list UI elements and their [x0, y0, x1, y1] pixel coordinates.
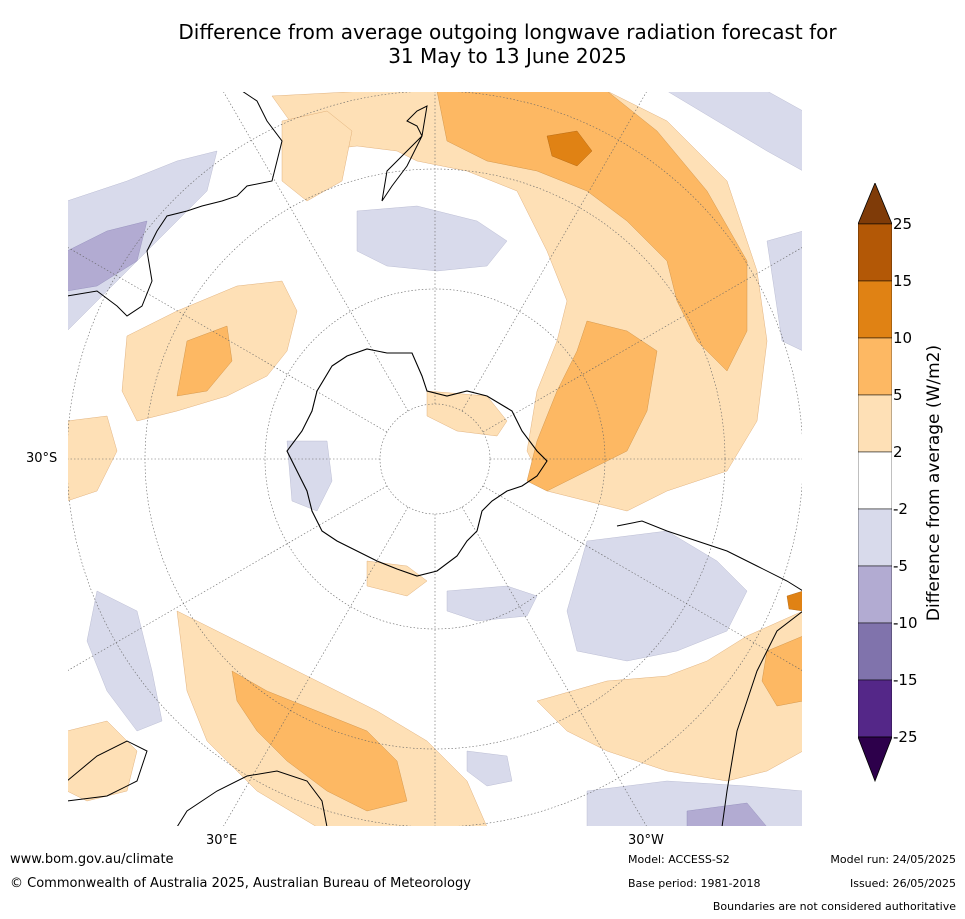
colorbar-swatch-m10-m15	[857, 622, 893, 681]
colorbar-swatch-m2-m5	[857, 508, 893, 567]
lon-label-30w: 30°W	[628, 833, 664, 848]
colorbar-swatch-5-10	[857, 337, 893, 396]
lon-label-30e: 30°E	[206, 833, 238, 848]
footer-base-period: Base period: 1981-2018	[628, 877, 761, 890]
south-america-outline	[616, 520, 803, 827]
title-line-1: Difference from average outgoing longwav…	[178, 20, 837, 44]
footer-disclaimer: Boundaries are not considered authoritat…	[712, 900, 956, 913]
africa-outline	[176, 770, 328, 827]
lat-label-30s: 30°S	[26, 451, 58, 466]
anomaly-10-15	[546, 130, 803, 612]
colorbar-tick-m25: -25	[893, 728, 918, 746]
colorbar-tick-m15: -15	[893, 671, 918, 689]
colorbar-tick-25: 25	[893, 215, 913, 233]
anomaly-m5-m10	[67, 220, 768, 827]
colorbar-swatch-neutral	[857, 451, 893, 510]
longitude-lines	[67, 91, 803, 827]
colorbar-tick-5: 5	[893, 386, 903, 404]
new-zealand-outline	[381, 105, 428, 202]
colorbar-tick-m2: -2	[893, 500, 908, 518]
anomaly-5-10	[176, 91, 803, 812]
colorbar-swatch-2-5	[857, 394, 893, 453]
colorbar-tick-2: 2	[893, 443, 903, 461]
colorbar-swatch-m15-m25	[857, 679, 893, 738]
colorbar-swatch-15-25	[857, 223, 893, 282]
colorbar-svg	[857, 181, 893, 783]
footer-model: Model: ACCESS-S2	[628, 853, 730, 866]
map-svg	[67, 91, 803, 827]
colorbar-tick-m10: -10	[893, 614, 918, 632]
footer-issued: Issued: 26/05/2025	[849, 877, 956, 890]
footer-website[interactable]: www.bom.gov.au/climate	[10, 852, 174, 867]
map-frame	[67, 91, 803, 827]
colorbar-swatch-10-15	[857, 280, 893, 339]
colorbar-bottom-arrow	[857, 736, 893, 783]
polar-map	[67, 91, 803, 827]
footer-model-run: Model run: 24/05/2025	[830, 853, 956, 866]
colorbar-tick-10: 10	[893, 329, 913, 347]
colorbar-tick-m5: -5	[893, 557, 908, 575]
colorbar-swatch-m5-m10	[857, 565, 893, 624]
antarctica-outline	[286, 348, 548, 577]
australia-outline	[67, 91, 283, 317]
madagascar-outline	[67, 740, 148, 802]
title-line-2: 31 May to 13 June 2025	[388, 44, 627, 68]
map-title: Difference from average outgoing longwav…	[60, 20, 955, 68]
colorbar-title: Difference from average (W/m2)	[924, 344, 944, 622]
colorbar-top-arrow	[857, 181, 893, 225]
colorbar	[857, 181, 893, 783]
footer-copyright: © Commonwealth of Australia 2025, Austra…	[10, 876, 471, 891]
colorbar-tick-15: 15	[893, 272, 913, 290]
